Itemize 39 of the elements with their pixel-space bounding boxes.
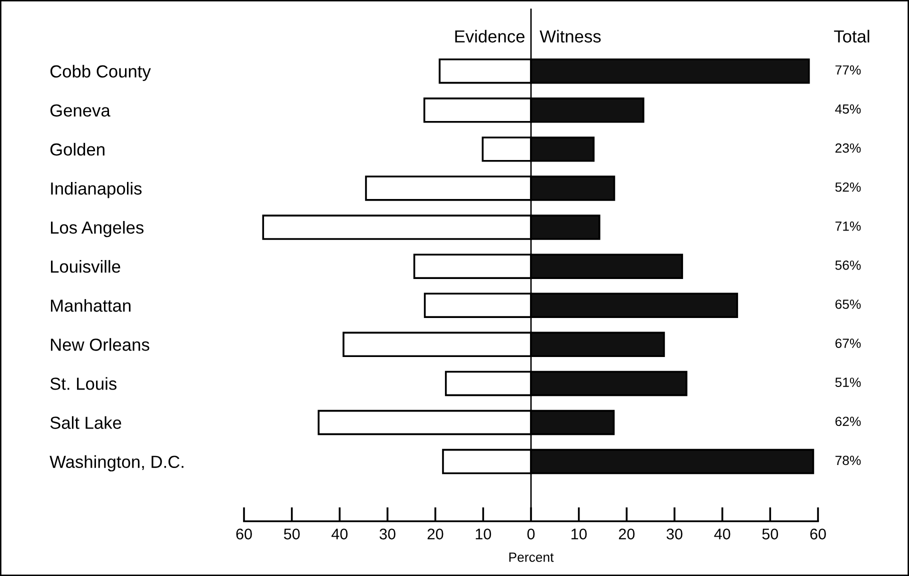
x-tick-label: 30: [666, 528, 682, 540]
x-tick-label: 60: [236, 528, 252, 540]
text: 62%: [835, 416, 861, 426]
x-tick-label: 20: [618, 528, 635, 540]
y-tick-label: New Orleans: [50, 338, 150, 351]
x-tick-label: 20: [428, 528, 444, 540]
x-tick-label: 50: [284, 528, 300, 540]
x-tick-label: 40: [714, 528, 730, 540]
text: 71%: [835, 222, 861, 231]
y-tick-label: Cobb County: [50, 64, 151, 82]
text: Total: [834, 30, 870, 43]
y-tick-label: Golden: [50, 142, 104, 156]
y-tick-label: Salt Lake: [50, 416, 122, 429]
y-tick-label: Washington, D.C.: [50, 455, 184, 472]
y-tick-label: Los Angeles: [50, 220, 144, 238]
y-tick-label: St. Louis: [50, 377, 116, 390]
x-tick-label: 40: [332, 528, 348, 540]
text: 23%: [835, 143, 861, 153]
text: 51%: [835, 378, 861, 387]
series-label: Witness: [540, 30, 601, 43]
x-tick-label: 10: [572, 528, 587, 540]
series-label: Evidence: [455, 30, 524, 43]
text: 56%: [835, 260, 861, 270]
text: 45%: [835, 104, 861, 114]
x-tick-label: 60: [810, 528, 826, 540]
text: 52%: [835, 182, 861, 192]
x-tick-label: 30: [380, 528, 396, 540]
y-tick-label: Manhattan: [50, 299, 130, 312]
y-tick-label: Indianapolis: [51, 182, 142, 198]
x-tick-label: 0: [527, 528, 535, 540]
text: 65%: [835, 300, 861, 309]
y-tick-label: Geneva: [50, 104, 110, 117]
text: 77%: [835, 65, 861, 75]
text: 78%: [835, 456, 861, 466]
text: 67%: [835, 338, 861, 348]
x-axis-title: Percent: [509, 552, 554, 562]
y-tick-label: Louisville: [50, 260, 120, 273]
x-tick-label: 10: [476, 528, 492, 540]
x-tick-label: 50: [762, 528, 778, 540]
